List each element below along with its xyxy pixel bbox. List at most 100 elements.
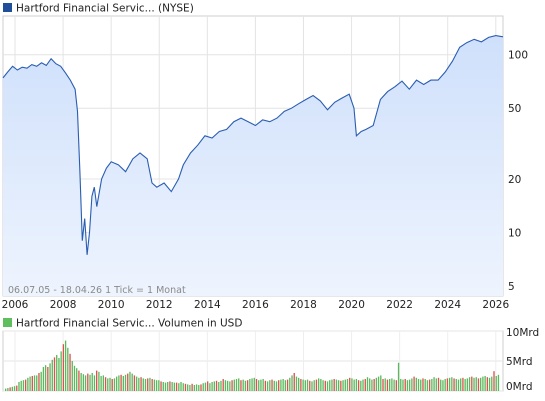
volume-bar [455, 379, 457, 391]
volume-bar [58, 358, 60, 391]
volume-bar [9, 387, 11, 391]
volume-bar [382, 379, 384, 391]
volume-bar [76, 368, 78, 391]
volume-bar [397, 362, 400, 391]
volume-bar [278, 380, 280, 391]
volume-bar [411, 378, 413, 391]
volume-bar [175, 382, 178, 391]
volume-bar [420, 379, 422, 391]
volume-bar [104, 377, 107, 391]
volume-bar [231, 380, 233, 391]
volume-bar [260, 379, 262, 391]
volume-bar [322, 380, 324, 391]
price-x-tick-label: 2026 [482, 299, 509, 311]
volume-bar [271, 379, 273, 391]
volume-y-axis: 0Mrd 5Mrd 10Mrd [506, 327, 539, 393]
volume-bar [204, 382, 207, 391]
volume-bar [335, 379, 338, 391]
volume-bar [262, 379, 264, 391]
volume-bar [306, 379, 309, 391]
volume-bar [377, 376, 380, 391]
volume-bar [109, 377, 111, 391]
volume-bar [386, 379, 389, 391]
price-y-tick-label: 10 [508, 228, 521, 240]
volume-bar [344, 379, 346, 391]
volume-bar [224, 380, 227, 391]
volume-bar [80, 373, 82, 391]
volume-bar [195, 384, 198, 391]
volume-bar [293, 373, 295, 391]
volume-bar [151, 379, 153, 391]
volume-bar [124, 374, 127, 391]
volume-bar [233, 379, 235, 391]
volume-bar [431, 379, 433, 391]
volume-bar [324, 380, 326, 391]
volume-bar [440, 379, 442, 391]
volume-bar [357, 380, 360, 391]
volume-bar [113, 378, 116, 391]
volume-bar [280, 379, 282, 391]
volume-bar [366, 377, 369, 391]
volume-bar [384, 378, 386, 391]
volume-bar [187, 384, 189, 391]
volume-bar [355, 379, 358, 391]
volume-bar [395, 380, 397, 391]
volume-bar [255, 379, 258, 391]
volume-bar [93, 375, 96, 391]
volume-bar [273, 380, 275, 391]
volume-y-tick-label: 5Mrd [506, 356, 533, 368]
volume-bar [346, 379, 349, 391]
price-y-tick-label: 20 [508, 174, 521, 186]
volume-bar [40, 371, 42, 391]
volume-bar [22, 380, 25, 391]
volume-bar [18, 382, 20, 391]
volume-bar [89, 374, 91, 391]
volume-bar [111, 379, 113, 391]
volume-bar [282, 379, 284, 391]
volume-bar [62, 344, 65, 391]
volume-bar [127, 373, 129, 391]
volume-bar [426, 380, 429, 391]
volume-bar [235, 379, 238, 391]
volume-bar [98, 371, 100, 391]
price-y-tick-label: 5 [508, 281, 515, 293]
volume-bar [331, 379, 333, 391]
volume-bar [311, 381, 313, 391]
price-x-tick-label: 2006 [2, 299, 29, 311]
volume-bar [468, 377, 471, 391]
volume-bar [300, 379, 302, 391]
volume-bar [47, 367, 49, 391]
volume-bar [144, 379, 147, 391]
volume-bar [451, 377, 453, 391]
volume-bar [428, 379, 431, 391]
volume-bar [389, 379, 391, 391]
volume-bar [422, 378, 424, 391]
volume-bar [242, 379, 244, 391]
price-area [3, 35, 503, 296]
volume-bar [249, 379, 251, 391]
volume-bar [466, 378, 469, 391]
volume-bar [400, 379, 402, 391]
price-legend-swatch [3, 3, 12, 12]
volume-bar [153, 379, 156, 391]
volume-bar [207, 381, 209, 391]
volume-bar [107, 378, 109, 391]
price-x-axis: 2006 2008 2010 2012 2014 2016 2018 2020 2022 2024… [2, 299, 510, 311]
volume-bar [460, 378, 462, 391]
volume-bar [444, 379, 446, 391]
volume-bar [215, 380, 218, 391]
volume-bar [5, 388, 7, 391]
volume-bar [309, 380, 311, 391]
volume-bar [371, 379, 373, 391]
volume-bar [298, 377, 300, 391]
volume-bar [169, 381, 171, 391]
volume-bar [477, 378, 480, 391]
price-y-tick-label: 100 [508, 50, 528, 62]
volume-bar [178, 383, 180, 391]
volume-bar [91, 373, 93, 391]
volume-bar [180, 382, 182, 391]
volume-bar [36, 375, 38, 391]
volume-bar [246, 380, 249, 391]
volume-bar [329, 380, 331, 391]
